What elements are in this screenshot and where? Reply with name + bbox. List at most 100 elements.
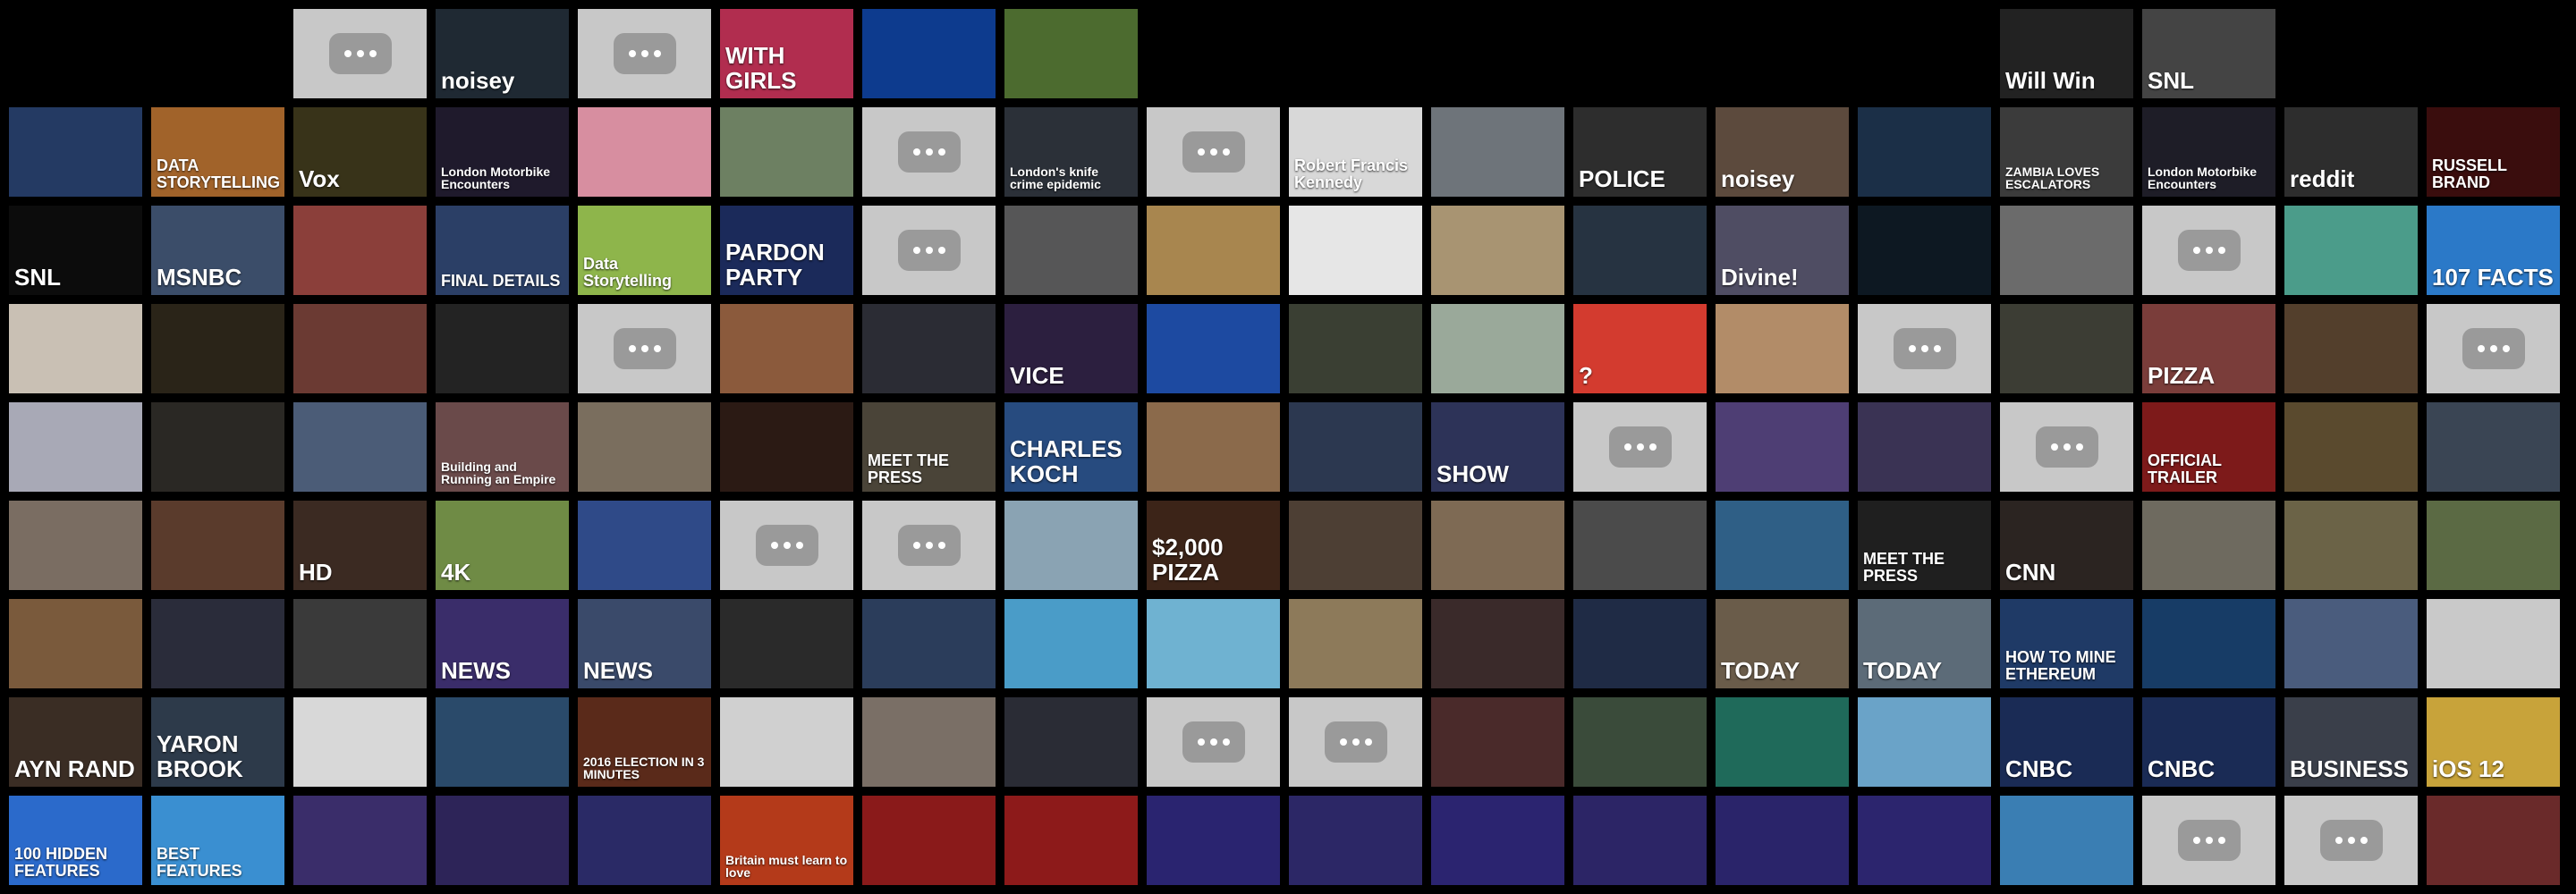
video-thumbnail[interactable]: Divine! (1716, 206, 1849, 295)
video-thumbnail[interactable]: YARON BROOK (151, 697, 284, 787)
video-thumbnail[interactable] (578, 107, 711, 197)
video-thumbnail[interactable] (9, 501, 142, 590)
video-thumbnail[interactable] (2142, 599, 2275, 688)
video-thumbnail[interactable] (2000, 796, 2133, 885)
placeholder-thumbnail[interactable] (862, 501, 996, 590)
video-thumbnail[interactable] (1573, 796, 1707, 885)
video-thumbnail[interactable] (862, 304, 996, 393)
video-thumbnail[interactable] (1431, 697, 1564, 787)
video-thumbnail[interactable]: MEET THE PRESS (1858, 501, 1991, 590)
video-thumbnail[interactable]: NEWS (578, 599, 711, 688)
placeholder-thumbnail[interactable] (720, 501, 853, 590)
video-thumbnail[interactable] (2142, 501, 2275, 590)
video-thumbnail[interactable] (578, 501, 711, 590)
video-thumbnail[interactable]: NEWS (436, 599, 569, 688)
video-thumbnail[interactable]: reddit (2284, 107, 2418, 197)
video-thumbnail[interactable] (1858, 107, 1991, 197)
video-thumbnail[interactable] (862, 9, 996, 98)
video-thumbnail[interactable]: ? (1573, 304, 1707, 393)
video-thumbnail[interactable]: London Motorbike Encounters (436, 107, 569, 197)
video-thumbnail[interactable] (436, 697, 569, 787)
placeholder-thumbnail[interactable] (1289, 697, 1422, 787)
video-thumbnail[interactable]: London's knife crime epidemic (1004, 107, 1138, 197)
placeholder-thumbnail[interactable] (578, 9, 711, 98)
video-thumbnail[interactable]: WITH GIRLS (720, 9, 853, 98)
video-thumbnail[interactable]: MSNBC (151, 206, 284, 295)
video-thumbnail[interactable] (436, 304, 569, 393)
video-thumbnail[interactable] (151, 501, 284, 590)
video-thumbnail[interactable] (2427, 402, 2560, 492)
placeholder-thumbnail[interactable] (2142, 796, 2275, 885)
placeholder-thumbnail[interactable] (2000, 402, 2133, 492)
video-thumbnail[interactable] (1858, 206, 1991, 295)
video-thumbnail[interactable] (720, 402, 853, 492)
video-thumbnail[interactable] (1147, 206, 1280, 295)
video-thumbnail[interactable] (1289, 501, 1422, 590)
video-thumbnail[interactable] (9, 304, 142, 393)
video-thumbnail[interactable] (1004, 9, 1138, 98)
video-thumbnail[interactable] (293, 697, 427, 787)
video-thumbnail[interactable] (1573, 206, 1707, 295)
video-thumbnail[interactable] (1431, 107, 1564, 197)
video-thumbnail[interactable]: BEST FEATURES (151, 796, 284, 885)
video-thumbnail[interactable] (1858, 796, 1991, 885)
video-thumbnail[interactable] (293, 402, 427, 492)
video-thumbnail[interactable] (1431, 206, 1564, 295)
video-thumbnail[interactable] (1573, 501, 1707, 590)
placeholder-thumbnail[interactable] (862, 107, 996, 197)
video-thumbnail[interactable]: DATA STORYTELLING (151, 107, 284, 197)
video-thumbnail[interactable]: BUSINESS (2284, 697, 2418, 787)
video-thumbnail[interactable] (1573, 697, 1707, 787)
video-thumbnail[interactable] (1004, 206, 1138, 295)
video-thumbnail[interactable] (1147, 402, 1280, 492)
video-thumbnail[interactable] (862, 599, 996, 688)
video-thumbnail[interactable] (2427, 796, 2560, 885)
video-thumbnail[interactable]: London Motorbike Encounters (2142, 107, 2275, 197)
video-thumbnail[interactable]: Britain must learn to love (720, 796, 853, 885)
video-thumbnail[interactable]: CNBC (2142, 697, 2275, 787)
video-thumbnail[interactable] (720, 599, 853, 688)
video-thumbnail[interactable]: POLICE (1573, 107, 1707, 197)
video-thumbnail[interactable]: $2,000 PIZZA (1147, 501, 1280, 590)
video-thumbnail[interactable]: HOW TO MINE ETHEREUM (2000, 599, 2133, 688)
video-thumbnail[interactable]: PARDON PARTY (720, 206, 853, 295)
video-thumbnail[interactable]: CNN (2000, 501, 2133, 590)
video-thumbnail[interactable] (720, 107, 853, 197)
video-thumbnail[interactable]: ZAMBIA LOVES ESCALATORS (2000, 107, 2133, 197)
video-thumbnail[interactable] (9, 402, 142, 492)
video-thumbnail[interactable] (293, 304, 427, 393)
video-thumbnail[interactable] (2000, 206, 2133, 295)
video-thumbnail[interactable] (1289, 796, 1422, 885)
video-thumbnail[interactable] (1289, 206, 1422, 295)
video-thumbnail[interactable] (293, 599, 427, 688)
video-thumbnail[interactable] (1716, 304, 1849, 393)
placeholder-thumbnail[interactable] (293, 9, 427, 98)
video-thumbnail[interactable] (1858, 402, 1991, 492)
video-thumbnail[interactable]: AYN RAND (9, 697, 142, 787)
video-thumbnail[interactable] (2284, 599, 2418, 688)
video-thumbnail[interactable] (1716, 697, 1849, 787)
video-thumbnail[interactable]: 100 HIDDEN FEATURES (9, 796, 142, 885)
video-thumbnail[interactable] (1147, 599, 1280, 688)
video-thumbnail[interactable] (1004, 501, 1138, 590)
video-thumbnail[interactable] (436, 796, 569, 885)
video-thumbnail[interactable] (151, 402, 284, 492)
video-thumbnail[interactable] (720, 697, 853, 787)
video-thumbnail[interactable]: MEET THE PRESS (862, 402, 996, 492)
placeholder-thumbnail[interactable] (2284, 796, 2418, 885)
video-thumbnail[interactable] (293, 796, 427, 885)
video-thumbnail[interactable] (293, 206, 427, 295)
video-thumbnail[interactable]: Will Win (2000, 9, 2133, 98)
video-thumbnail[interactable] (1289, 599, 1422, 688)
video-thumbnail[interactable] (578, 402, 711, 492)
placeholder-thumbnail[interactable] (2142, 206, 2275, 295)
video-thumbnail[interactable] (1716, 501, 1849, 590)
video-thumbnail[interactable] (862, 796, 996, 885)
video-thumbnail[interactable] (151, 304, 284, 393)
video-thumbnail[interactable]: Data Storytelling (578, 206, 711, 295)
video-thumbnail[interactable] (1431, 599, 1564, 688)
video-thumbnail[interactable] (578, 796, 711, 885)
video-thumbnail[interactable]: FINAL DETAILS (436, 206, 569, 295)
video-thumbnail[interactable] (2284, 304, 2418, 393)
video-thumbnail[interactable]: iOS 12 (2427, 697, 2560, 787)
